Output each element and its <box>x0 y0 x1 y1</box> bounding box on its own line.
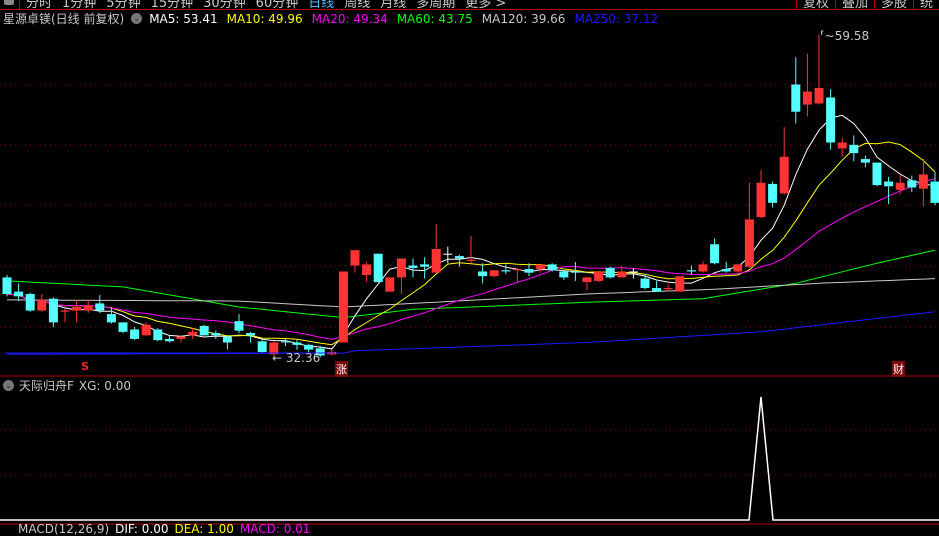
candle-body <box>84 306 93 311</box>
candle-body <box>14 292 23 297</box>
candle-body <box>687 270 696 271</box>
candle-body <box>223 337 232 343</box>
candle-body <box>907 180 916 187</box>
macd-legend: MACD(12,26,9) DIF: 0.00 DEA: 1.00 MACD: 0.0… <box>18 522 310 536</box>
candle-body <box>699 264 708 271</box>
low-price: 32.36 <box>286 351 320 365</box>
candle-body <box>281 341 290 342</box>
macd-label: MACD(12,26,9) <box>18 522 109 536</box>
candle-body <box>617 271 626 277</box>
candle-body <box>664 288 673 289</box>
candle-body <box>351 250 360 265</box>
candle-body <box>72 307 81 311</box>
candle-body <box>780 157 789 194</box>
candle-body <box>791 84 800 111</box>
candle-body <box>722 269 731 271</box>
candle-body <box>896 183 905 190</box>
high-price-label: ⸢~59.58 <box>820 29 869 43</box>
macd-label: DEA: 1.00 <box>174 522 233 536</box>
macd-label: DIF: 0.00 <box>115 522 168 536</box>
candle-body <box>61 311 70 312</box>
candle-body <box>559 271 568 277</box>
candle-body <box>757 183 766 217</box>
candle-body <box>490 270 499 276</box>
candle-body <box>26 294 35 311</box>
candle-body <box>501 270 510 271</box>
marker-cai[interactable]: 财 <box>892 361 905 377</box>
candle-body <box>37 300 46 311</box>
candle-body <box>594 271 603 280</box>
candle-body <box>293 342 302 344</box>
candle-body <box>815 88 824 103</box>
candle-body <box>826 98 835 143</box>
candle-body <box>733 264 742 271</box>
macd-label: MACD: 0.01 <box>240 522 311 536</box>
candle-body <box>606 268 615 277</box>
candle-body <box>177 337 186 339</box>
candle-body <box>420 264 429 266</box>
candle-body <box>385 277 394 291</box>
marker-zhang[interactable]: 涨 <box>335 361 348 377</box>
candle-body <box>768 184 777 203</box>
candle-body <box>339 271 348 342</box>
candle-body <box>525 269 534 273</box>
candle-body <box>119 322 128 331</box>
candle-body <box>536 264 545 269</box>
candle-body <box>931 182 939 203</box>
candle-body <box>374 254 383 282</box>
candle-body <box>513 269 522 270</box>
candle-body <box>304 345 313 350</box>
indicator-legend: ⌄ 天际归舟F XG: 0.00 <box>3 377 131 394</box>
candle-body <box>235 321 244 330</box>
candle-body <box>443 254 452 255</box>
candle-body <box>803 92 812 105</box>
candle-body <box>710 244 719 263</box>
candle-body <box>838 142 847 148</box>
candle-body <box>49 299 58 323</box>
candle-body <box>745 219 754 266</box>
indicator-name: 天际归舟F <box>19 377 74 394</box>
indicator-value: XG: 0.00 <box>79 379 131 393</box>
candle-body <box>432 249 441 273</box>
candle-body <box>652 288 661 292</box>
candle-body <box>583 277 592 282</box>
candle-body <box>455 256 464 258</box>
candle-body <box>919 174 928 188</box>
candle-body <box>675 276 684 291</box>
candle-body <box>478 271 487 276</box>
candle-body <box>258 341 267 352</box>
high-price: 59.58 <box>835 29 869 43</box>
candle-body <box>397 258 406 277</box>
chevron-down-icon[interactable]: ⌄ <box>3 380 14 391</box>
candle-body <box>362 264 371 275</box>
candle-body <box>548 264 557 270</box>
candle-body <box>153 329 162 340</box>
candle-body <box>629 271 638 272</box>
candle-body <box>211 333 220 335</box>
candle-body <box>165 339 174 341</box>
candle-body <box>200 326 209 335</box>
candle-body <box>3 277 12 294</box>
candle-body <box>409 266 418 268</box>
candle-body <box>884 182 893 187</box>
candle-body <box>107 314 116 322</box>
xg-signal-line <box>0 397 939 520</box>
candle-body <box>861 159 870 163</box>
candle-body <box>246 333 255 335</box>
candle-body <box>95 303 104 310</box>
candle-body <box>467 260 476 261</box>
candle-body <box>142 325 151 336</box>
candle-body <box>571 271 580 272</box>
candle-body <box>849 145 858 153</box>
candle-body <box>130 329 139 338</box>
candle-body <box>188 332 197 336</box>
candle-body <box>641 279 650 288</box>
marker-s[interactable]: S <box>81 360 89 373</box>
low-price-label: ← 32.36 <box>272 351 320 365</box>
candle-body <box>873 163 882 185</box>
